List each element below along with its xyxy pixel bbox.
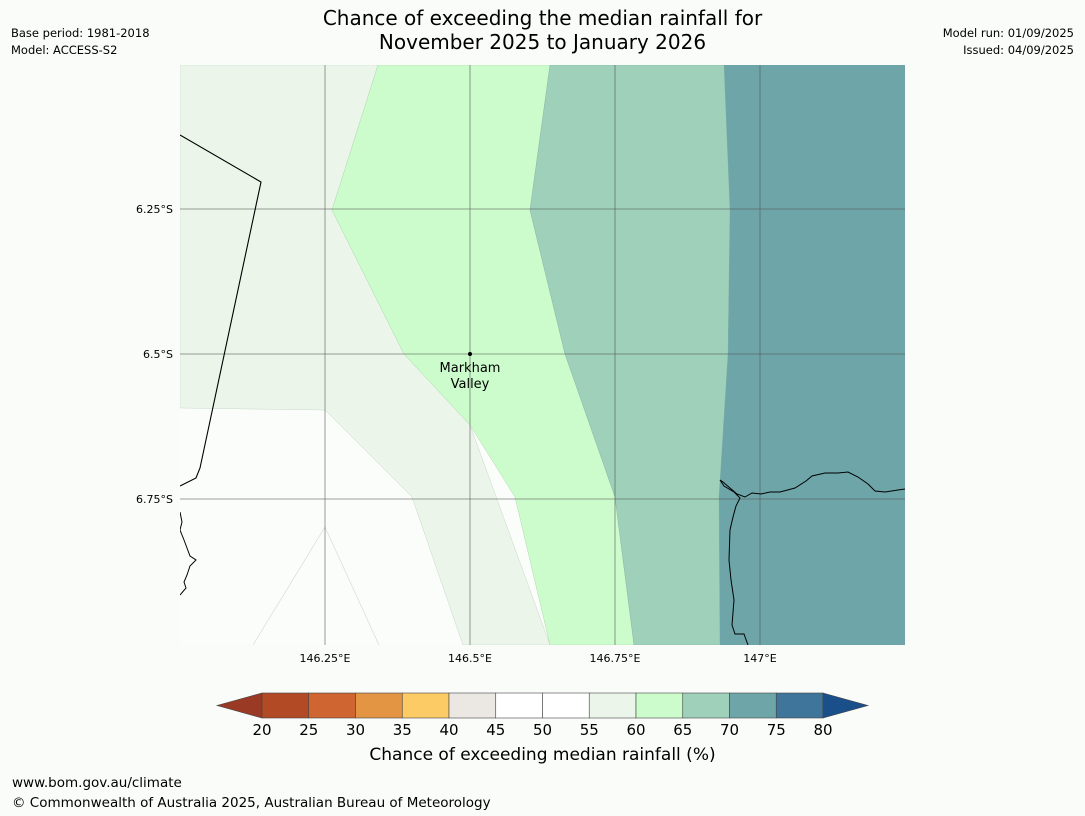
colorbar-high-arrow [822,692,870,719]
colorbar-tick-label: 40 [439,721,458,739]
title-line-1: Chance of exceeding the median rainfall … [322,6,763,30]
colorbar-swatch [635,692,684,719]
colorbar-tick-label: 55 [580,721,599,739]
colorbar-swatch [261,692,310,719]
colorbar-tick-label: 30 [346,721,365,739]
colorbar-swatch [448,692,497,719]
colorbar-swatch [775,692,824,719]
colorbar-swatch [588,692,637,719]
title-line-2: November 2025 to January 2026 [378,30,707,54]
lat-label: 6.5°S [143,348,173,361]
colorbar-tick-label: 35 [393,721,412,739]
colorbar-tick-label: 70 [720,721,739,739]
colorbar-tick-label: 65 [673,721,692,739]
colorbar-tick-label: 25 [299,721,318,739]
lon-label: 146.75°E [590,652,641,665]
colorbar-low-arrow [215,692,263,719]
colorbar-ticks: 20 25 30 35 40 45 50 55 60 65 70 75 80 [252,721,832,739]
colorbar-tick-label: 45 [486,721,505,739]
footer-url[interactable]: www.bom.gov.au/climate [12,775,182,791]
lat-labels: 6.25°S 6.5°S 6.75°S [136,203,173,506]
region-65-70 [529,65,731,645]
lat-label: 6.75°S [136,493,173,506]
border-line [180,134,262,487]
markham-valley-marker [468,352,472,356]
colorbar: 20 25 30 35 40 45 50 55 60 65 70 75 80 [215,692,870,739]
colorbar-swatch [542,692,590,719]
colorbar-swatch [308,692,356,719]
page-title: Chance of exceeding the median rainfall … [0,6,1085,54]
colorbar-label: Chance of exceeding median rainfall (%) [369,745,716,765]
colorbar-swatch [355,692,403,719]
lon-label: 147°E [743,652,776,665]
colorbar-swatches [261,692,824,719]
base-period: Base period: 1981-2018 [11,26,150,40]
issued-date: Issued: 04/09/2025 [963,43,1074,57]
colorbar-tick-label: 20 [252,721,271,739]
colorbar-tick-label: 50 [533,721,552,739]
colorbar-tick-label: 75 [767,721,786,739]
coastline-west [180,511,197,596]
colorbar-tick-label: 60 [626,721,645,739]
lon-label: 146.25°E [300,652,351,665]
lat-label: 6.25°S [136,203,173,216]
footer-copyright: © Commonwealth of Australia 2025, Austra… [12,795,491,811]
region-70-75 [719,65,905,645]
colorbar-tick-label: 80 [813,721,832,739]
place-label-line-1: Markham [440,361,501,376]
colorbar-swatch [401,692,450,719]
model-run: Model run: 01/09/2025 [942,26,1074,40]
place-label-line-2: Valley [451,377,490,392]
meta-right: Model run: 01/09/2025 Issued: 04/09/2025 [943,25,1074,59]
lon-label: 146.5°E [448,652,492,665]
colorbar-swatch [682,692,730,719]
coastline-east [719,471,905,645]
lon-labels: 146.25°E 146.5°E 146.75°E 147°E [300,652,777,665]
colorbar-swatch [729,692,777,719]
colorbar-swatch [495,692,543,719]
meta-left: Base period: 1981-2018 Model: ACCESS-S2 [11,25,150,59]
map-area: Markham Valley [180,65,905,645]
graticule [180,65,905,645]
model-name: Model: ACCESS-S2 [11,43,118,57]
